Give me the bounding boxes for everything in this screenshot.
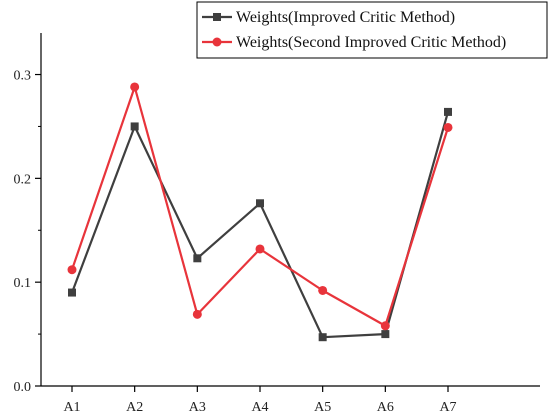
- x-tick-label: A6: [377, 400, 394, 415]
- data-point-circle: [380, 321, 390, 331]
- x-tick-label: A3: [189, 400, 206, 415]
- legend-item: Weights(Improved Critic Method): [202, 9, 455, 26]
- series-layer: [67, 82, 453, 342]
- series-1: [68, 107, 452, 342]
- y-tick-label: 0.0: [14, 380, 32, 395]
- ticks: 0.0 0.1 0.2 0.3 A1 A2 A3 A4 A5 A6 A7: [14, 69, 457, 415]
- data-point-square: [193, 254, 202, 263]
- axes: [40, 33, 540, 387]
- legend-label: Weights(Second Improved Critic Method): [236, 34, 506, 51]
- y-tick-label: 0.1: [14, 276, 32, 291]
- x-tick-label: A2: [126, 400, 143, 415]
- legend-label: Weights(Improved Critic Method): [236, 9, 455, 26]
- data-point-square: [213, 13, 221, 21]
- data-point-circle: [255, 244, 265, 254]
- data-point-square: [68, 288, 76, 297]
- data-point-circle: [318, 285, 328, 295]
- data-point-square: [318, 333, 327, 342]
- y-tick-label: 0.2: [14, 172, 32, 187]
- data-point-square: [444, 107, 452, 116]
- series-2: [67, 82, 453, 331]
- data-point-square: [256, 199, 264, 208]
- legend-item: Weights(Second Improved Critic Method): [202, 34, 506, 51]
- legend: Weights(Improved Critic Method) Weights(S…: [196, 1, 548, 59]
- data-point-circle: [212, 37, 222, 47]
- data-point-circle: [67, 265, 77, 275]
- data-point-square: [130, 122, 139, 131]
- x-tick-label: A7: [439, 400, 456, 415]
- x-tick-label: A4: [251, 400, 268, 415]
- data-point-square: [381, 330, 390, 339]
- data-point-circle: [130, 82, 140, 92]
- x-tick-label: A1: [63, 400, 80, 415]
- data-point-circle: [192, 309, 202, 319]
- data-point-circle: [443, 122, 453, 132]
- x-tick-label: A5: [314, 400, 331, 415]
- legend-box: [196, 1, 548, 59]
- y-tick-label: 0.3: [14, 69, 32, 84]
